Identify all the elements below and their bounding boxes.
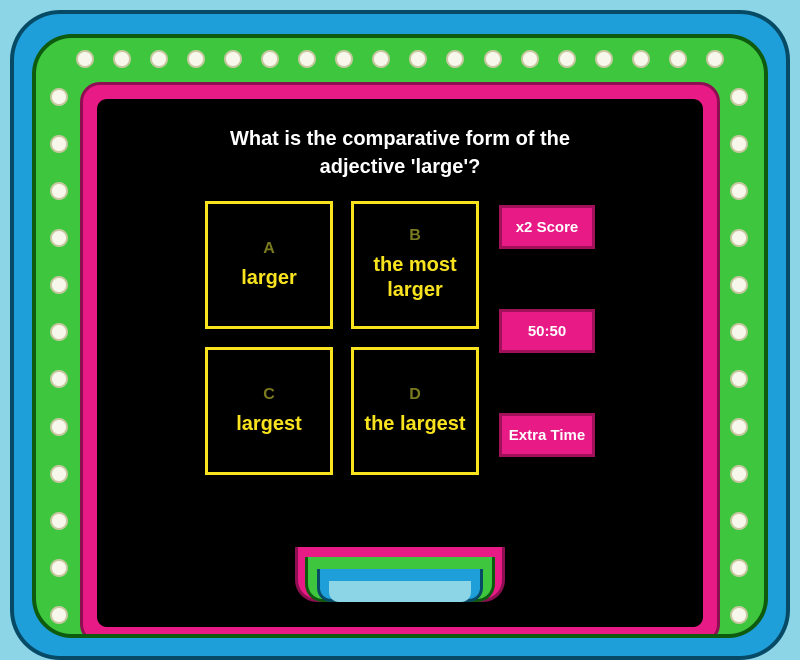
light-bulb [730,182,748,200]
light-bulb [730,229,748,247]
light-bulb [372,50,390,68]
answer-a[interactable]: A larger [205,201,333,329]
lights-right [730,88,750,624]
answer-a-text: larger [241,266,297,291]
lights-top [76,50,724,68]
lifeline-extra-time[interactable]: Extra Time [499,413,595,457]
lifeline-extratime-label: Extra Time [509,427,585,444]
light-bulb [50,418,68,436]
light-bulb [730,88,748,106]
light-bulb [521,50,539,68]
light-bulb [50,606,68,624]
answer-c-text: largest [236,412,302,437]
light-bulb [669,50,687,68]
green-frame: What is the comparative form of the adje… [32,34,768,638]
light-bulb [558,50,576,68]
lights-left [50,88,70,624]
lifeline-5050-label: 50:50 [528,323,566,340]
light-bulb [730,512,748,530]
answer-c[interactable]: C largest [205,347,333,475]
answer-c-letter: C [263,386,275,404]
light-bulb [50,229,68,247]
light-bulb [50,512,68,530]
light-bulb [224,50,242,68]
outer-blue-frame: What is the comparative form of the adje… [10,10,790,660]
light-bulb [50,559,68,577]
answer-a-letter: A [263,240,275,258]
magenta-frame: What is the comparative form of the adje… [80,82,720,638]
light-bulb [298,50,316,68]
answer-d-text: the largest [364,412,465,437]
light-bulb [595,50,613,68]
light-bulb [76,50,94,68]
answer-b-text: the most larger [360,253,470,303]
light-bulb [50,182,68,200]
lifelines-column: x2 Score 50:50 Extra Time [499,205,595,457]
light-bulb [261,50,279,68]
lifeline-x2-label: x2 Score [516,219,579,236]
light-bulb [706,50,724,68]
answers-grid: A larger B the most larger C largest D [205,201,479,475]
light-bulb [150,50,168,68]
light-bulb [50,276,68,294]
lifeline-x2-score[interactable]: x2 Score [499,205,595,249]
light-bulb [113,50,131,68]
light-bulb [730,276,748,294]
light-bulb [730,370,748,388]
light-bulb [730,465,748,483]
light-bulb [446,50,464,68]
light-bulb [50,323,68,341]
answer-b[interactable]: B the most larger [351,201,479,329]
light-bulb [50,135,68,153]
light-bulb [484,50,502,68]
light-bulb [730,135,748,153]
light-bulb [50,465,68,483]
light-bulb [730,323,748,341]
light-bulb [335,50,353,68]
light-bulb [409,50,427,68]
answer-d[interactable]: D the largest [351,347,479,475]
game-panel: What is the comparative form of the adje… [97,99,703,627]
light-bulb [730,559,748,577]
question-text: What is the comparative form of the adje… [220,125,580,181]
light-bulb [50,370,68,388]
light-bulb [730,418,748,436]
answer-b-letter: B [409,227,421,245]
light-bulb [187,50,205,68]
light-bulb [632,50,650,68]
answer-d-letter: D [409,386,421,404]
light-bulb [50,88,68,106]
content-row: A larger B the most larger C largest D [127,201,673,475]
lifeline-5050[interactable]: 50:50 [499,309,595,353]
light-bulb [730,606,748,624]
